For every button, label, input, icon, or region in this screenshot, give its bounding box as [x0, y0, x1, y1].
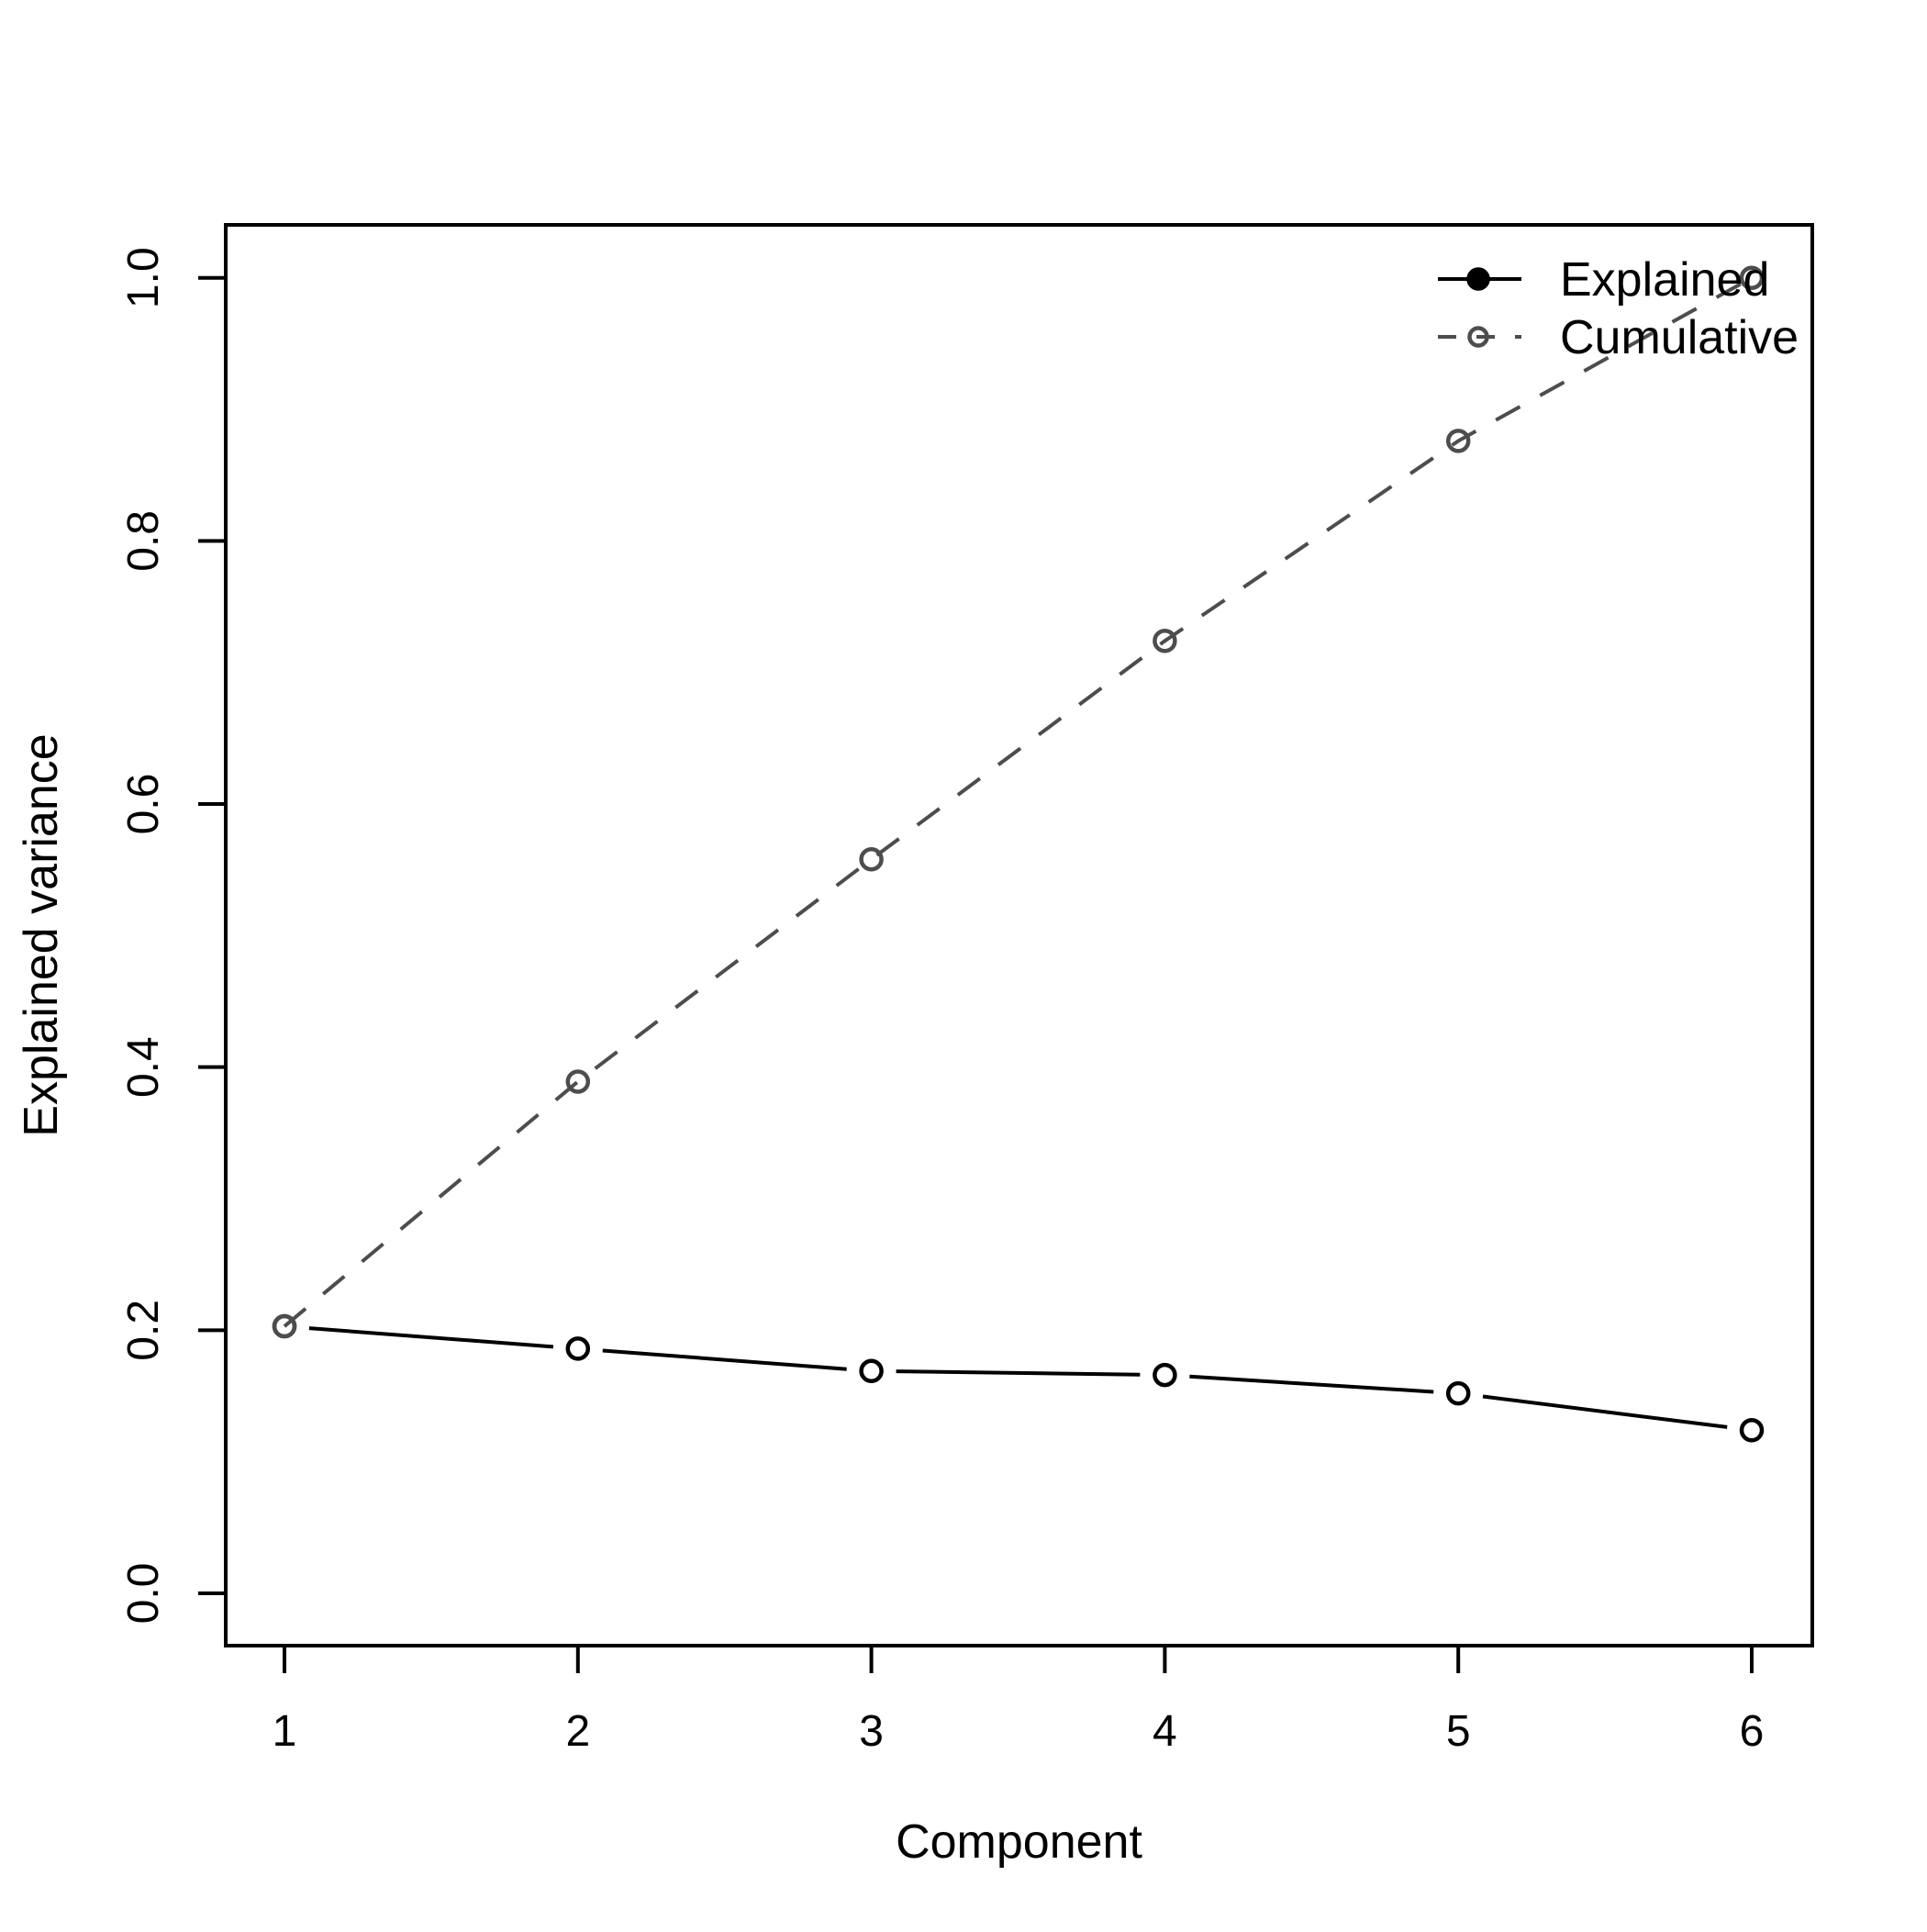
plot-border [224, 223, 1814, 1647]
explained-point [1739, 1418, 1765, 1443]
cumulative-point [1445, 429, 1471, 453]
explained-point [1153, 1362, 1177, 1388]
y-tick-label: 0.0 [119, 1563, 168, 1625]
x-tick-label: 5 [1446, 1707, 1471, 1756]
explained-line [1189, 1374, 1434, 1394]
cumulative-point [565, 1069, 591, 1094]
y-tick-label: 1.0 [119, 247, 168, 308]
cumulative-line [283, 275, 1753, 1328]
y-tick-label: 0.8 [119, 510, 168, 572]
y-axis-label: Explained variance [15, 733, 68, 1136]
x-axis-label: Component [896, 1815, 1142, 1869]
cumulative-point [1739, 265, 1765, 290]
y-tick-label: 0.4 [119, 1036, 168, 1098]
x-tick-label: 1 [273, 1707, 297, 1756]
explained-line [308, 1326, 554, 1349]
x-tick-label: 3 [859, 1707, 884, 1756]
explained-point [565, 1336, 591, 1361]
y-tick-label: 0.6 [119, 774, 168, 835]
legend-marker-explained-icon [1466, 267, 1490, 291]
cumulative-point [1153, 629, 1177, 653]
legend-marker-cumulative-icon [1467, 326, 1489, 348]
x-tick-label: 4 [1153, 1707, 1177, 1756]
cumulative-point [272, 1313, 297, 1339]
cumulative-point [859, 846, 884, 872]
explained-line [1482, 1394, 1728, 1429]
y-tick-label: 0.2 [119, 1300, 168, 1361]
x-tick-label: 2 [565, 1707, 590, 1756]
explained-point [1445, 1380, 1471, 1406]
explained-point [859, 1358, 884, 1384]
x-tick-label: 6 [1740, 1707, 1765, 1756]
explained-line [896, 1369, 1141, 1377]
legend-label-cumulative: Cumulative [1560, 311, 1799, 364]
legend-label-explained: Explained [1560, 253, 1769, 307]
explained-line [602, 1348, 847, 1371]
